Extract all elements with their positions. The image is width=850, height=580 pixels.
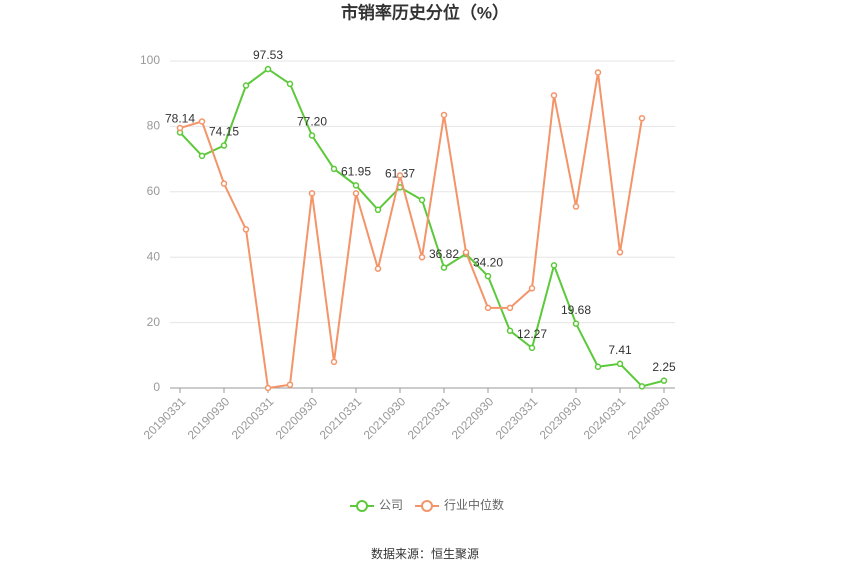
data-label: 34.20 (473, 255, 503, 269)
x-tick-label: 20190930 (185, 394, 233, 442)
point (330, 165, 338, 173)
legend-label: 行业中位数 (444, 497, 504, 512)
point (418, 253, 426, 261)
x-tick-label: 20200930 (273, 394, 321, 442)
point (638, 114, 646, 122)
point (594, 69, 602, 76)
y-tick-label: 60 (147, 184, 161, 198)
point (484, 304, 492, 312)
point (440, 264, 448, 271)
point (528, 344, 536, 352)
point (616, 360, 624, 368)
legend-label: 公司 (379, 498, 403, 512)
x-tick-label: 20210930 (361, 394, 409, 442)
point (264, 65, 272, 73)
x-tick-label: 20200331 (229, 394, 277, 442)
data-label: 2.25 (652, 360, 676, 374)
point (418, 196, 426, 204)
point (506, 304, 514, 312)
x-tick-label: 20190331 (141, 394, 189, 442)
point (572, 203, 580, 210)
legend-marker (356, 500, 368, 512)
point (594, 363, 602, 370)
point (198, 152, 206, 160)
point (176, 124, 184, 132)
point (506, 327, 514, 335)
data-label: 7.41 (608, 343, 632, 357)
point (462, 249, 470, 256)
point (352, 190, 360, 197)
x-tick-label: 20210331 (317, 394, 365, 442)
point (374, 265, 382, 272)
point (484, 272, 492, 280)
point (286, 80, 294, 88)
point (352, 182, 360, 189)
y-tick-label: 40 (147, 249, 161, 263)
point (396, 172, 404, 179)
legend-marker (421, 500, 433, 512)
x-tick-label: 20220331 (405, 394, 453, 442)
point (660, 377, 668, 384)
point (550, 92, 558, 99)
point (374, 206, 382, 214)
y-tick-label: 100 (140, 53, 160, 67)
point (264, 384, 272, 392)
point (220, 142, 228, 149)
data-label: 12.27 (517, 327, 547, 341)
point (330, 358, 338, 366)
point (308, 190, 316, 197)
y-tick-label: 80 (147, 119, 161, 133)
point (528, 285, 536, 292)
point (638, 383, 646, 390)
series-line (179, 72, 643, 390)
point (220, 180, 228, 187)
data-label: 97.53 (253, 48, 283, 62)
point (198, 118, 206, 125)
data-label: 36.82 (429, 247, 459, 261)
source: 数据来源：恒生聚源 (371, 546, 479, 561)
data-label: 19.68 (561, 303, 591, 317)
data-label: 77.20 (297, 115, 327, 129)
point (242, 82, 250, 89)
chart-title: 市销率历史分位（%） (341, 2, 509, 22)
y-tick-label: 20 (147, 315, 161, 329)
point (242, 226, 250, 233)
x-tick-label: 20230331 (493, 394, 541, 442)
x-tick-label: 20220930 (449, 394, 497, 442)
x-tick-label: 20230930 (537, 394, 585, 442)
data-label: 74.15 (209, 125, 239, 139)
y-tick-label: 0 (153, 380, 160, 394)
point (286, 381, 294, 388)
data-label: 61.95 (341, 165, 371, 179)
data-label: 78.14 (165, 112, 195, 126)
x-tick-label: 20240830 (625, 394, 673, 442)
point (308, 132, 316, 139)
point (550, 262, 558, 269)
point (616, 249, 624, 256)
x-tick-label: 20240331 (581, 394, 629, 442)
point (572, 320, 580, 327)
point (440, 111, 448, 119)
